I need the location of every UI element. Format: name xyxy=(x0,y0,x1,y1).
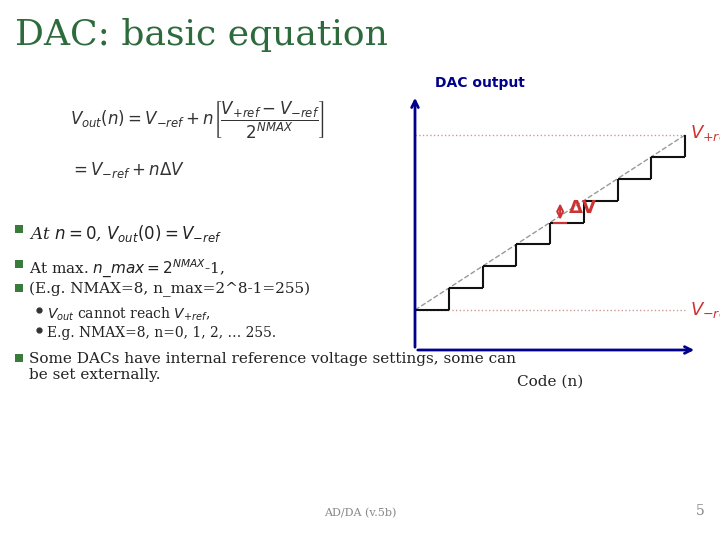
Text: $V_{+ref}$: $V_{+ref}$ xyxy=(690,123,720,143)
Text: DAC output: DAC output xyxy=(435,76,525,90)
Text: At max. $n\_max= 2^{NMAX}$-1,: At max. $n\_max= 2^{NMAX}$-1, xyxy=(29,258,225,280)
Text: E.g. NMAX=8, n=0, 1, 2, … 255.: E.g. NMAX=8, n=0, 1, 2, … 255. xyxy=(47,326,276,340)
Text: At $n=0$, $V_{out}(0) = V_{-ref}$: At $n=0$, $V_{out}(0) = V_{-ref}$ xyxy=(29,223,222,244)
Text: $V_{out}$ cannot reach $V_{+ref}$,: $V_{out}$ cannot reach $V_{+ref}$, xyxy=(47,306,210,323)
Text: (E.g. NMAX=8, n_max=2^8-1=255): (E.g. NMAX=8, n_max=2^8-1=255) xyxy=(29,282,310,297)
Bar xyxy=(15,260,23,268)
Text: Code (n): Code (n) xyxy=(517,375,583,389)
Text: Some DACs have internal reference voltage settings, some can
be set externally.: Some DACs have internal reference voltag… xyxy=(29,352,516,382)
Text: $= V_{-ref} + n\Delta V$: $= V_{-ref} + n\Delta V$ xyxy=(70,160,185,180)
Bar xyxy=(15,284,23,292)
Bar xyxy=(15,354,23,362)
Text: $V_{out}(n) = V_{-ref} + n\left[\dfrac{V_{+ref} - V_{-ref}}{2^{NMAX}}\right]$: $V_{out}(n) = V_{-ref} + n\left[\dfrac{V… xyxy=(70,100,325,141)
Text: DAC: basic equation: DAC: basic equation xyxy=(15,18,388,52)
Text: $V_{-ref}$: $V_{-ref}$ xyxy=(690,300,720,320)
Bar xyxy=(15,225,23,233)
Text: 5: 5 xyxy=(696,504,705,518)
Text: $\mathbf{\Delta V}$: $\mathbf{\Delta V}$ xyxy=(568,199,598,217)
Text: AD/DA (v.5b): AD/DA (v.5b) xyxy=(324,508,396,518)
